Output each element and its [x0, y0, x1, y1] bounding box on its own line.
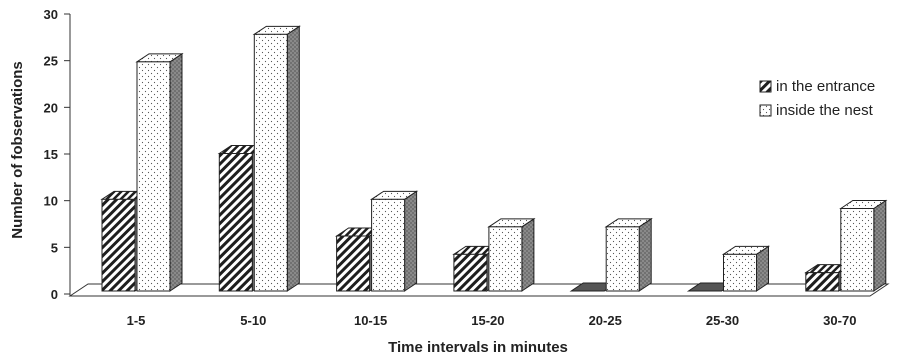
bar-front-face: [371, 198, 406, 292]
bar-nest: [135, 52, 184, 292]
y-tick-label: 0: [51, 287, 58, 302]
bar-front-face: [723, 253, 757, 292]
y-tick-label: 5: [51, 240, 58, 255]
legend-swatch-entrance: [759, 80, 772, 93]
legend-label-entrance: in the entrance: [776, 78, 875, 95]
x-axis-title: Time intervals in minutes: [388, 339, 568, 356]
y-axis: 0 5 10 15 20 25 30 Number of fobservations: [9, 7, 71, 302]
y-tick-label: 15: [44, 147, 58, 162]
bar-front-face: [101, 198, 136, 292]
bar-nest: [487, 217, 536, 292]
bar-side-face: [873, 199, 887, 292]
bar-nest: [839, 199, 888, 292]
x-tick-label: 1-5: [127, 313, 146, 328]
bar-front-face: [136, 61, 171, 292]
bar-front-face: [605, 226, 640, 292]
bar-side-face: [169, 52, 183, 292]
y-axis-title: Number of fobservations: [9, 61, 26, 239]
x-tick-label: 30-70: [823, 313, 856, 328]
y-tick-label: 25: [44, 54, 58, 69]
bar-side-face: [404, 190, 418, 292]
bar-front-face: [488, 226, 523, 292]
legend-swatch-nest: [759, 104, 772, 117]
bar-side-face: [521, 217, 535, 292]
bar-front-face: [253, 33, 288, 292]
y-tick-label: 10: [44, 194, 58, 209]
x-tick-label: 25-30: [706, 313, 739, 328]
bar-nest: [252, 25, 301, 292]
bar-side-face: [638, 217, 652, 292]
bar-front-face: [805, 272, 840, 292]
bar-front-face: [840, 208, 875, 292]
bar-front-face: [453, 253, 488, 292]
bar-nest: [721, 245, 771, 292]
x-tick-label: 15-20: [471, 313, 504, 328]
x-tick-label: 5-10: [240, 313, 266, 328]
legend-label-nest: inside the nest: [776, 102, 874, 119]
bar-side-face: [286, 25, 300, 292]
x-ticks: 1-5 5-10 10-15 15-20 20-25 25-30 30-70: [127, 313, 857, 328]
bars: [100, 25, 888, 292]
x-tick-label: 20-25: [589, 313, 622, 328]
bar-front-face: [336, 235, 371, 292]
x-tick-label: 10-15: [354, 313, 387, 328]
y-ticks: 0 5 10 15 20 25 30: [44, 7, 70, 302]
bar-nest: [604, 217, 653, 292]
legend: in the entrance inside the nest: [759, 78, 875, 119]
bar-front-face: [218, 153, 253, 292]
bar-nest: [369, 190, 419, 292]
y-tick-label: 30: [44, 7, 58, 22]
y-tick-label: 20: [44, 100, 58, 115]
